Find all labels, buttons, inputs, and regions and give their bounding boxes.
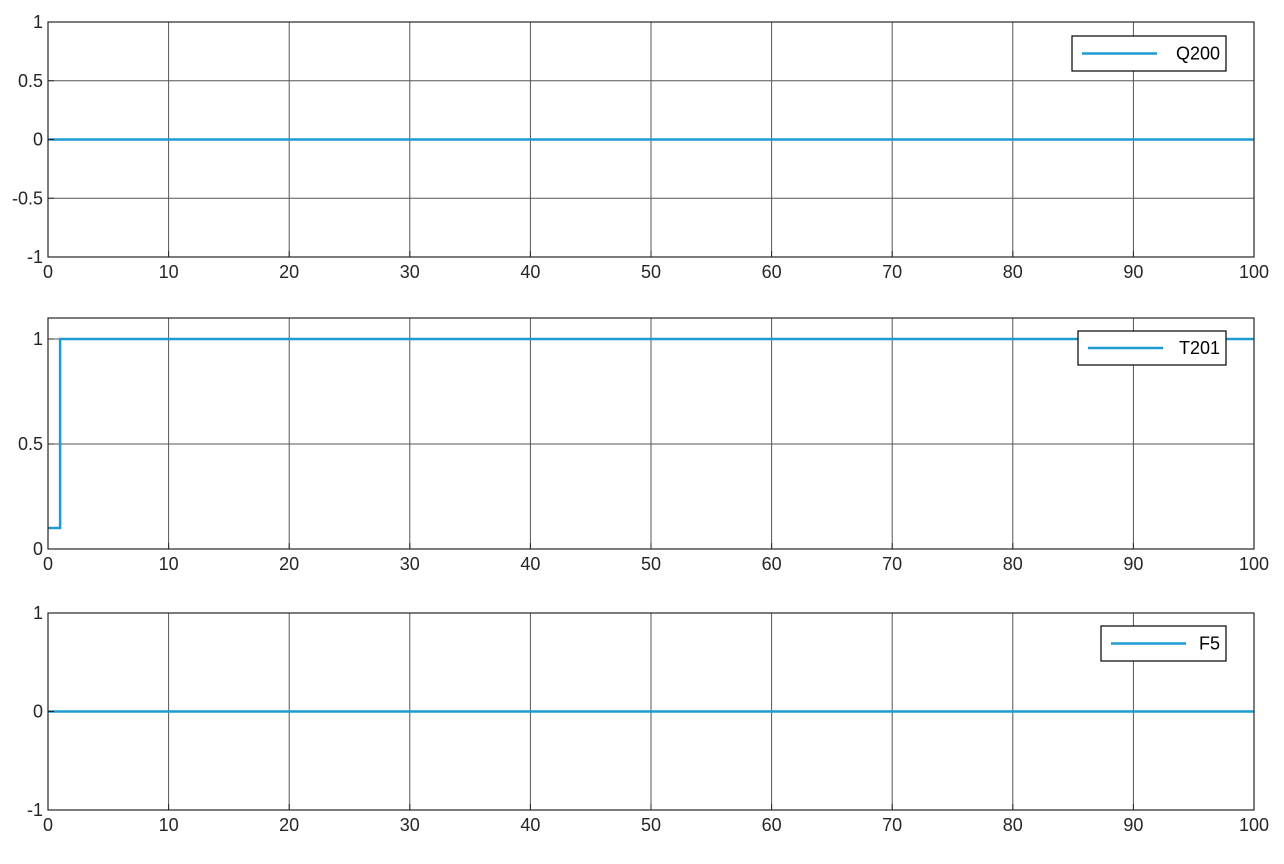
x-tick-label: 80: [1003, 815, 1023, 835]
series-line-T201: [48, 337, 1254, 530]
y-tick-label: -1: [27, 247, 43, 267]
x-tick-label: 80: [1003, 262, 1023, 282]
subplot-2: 0 10 20 30 40 50 60 70 80 90 100 1 0.5 0 T201: [18, 317, 1269, 574]
y-tick-label: -1: [27, 800, 43, 820]
x-tick-label: 50: [641, 262, 661, 282]
x-tick-label: 20: [279, 554, 299, 574]
y-tick-label: -0.5: [12, 188, 43, 208]
x-tick-label: 10: [159, 554, 179, 574]
x-tick-label: 20: [279, 815, 299, 835]
legend-label: T201: [1179, 338, 1220, 358]
y-tick-label: 0: [33, 539, 43, 559]
y-tick-label: 0.5: [18, 71, 43, 91]
x-tick-label: 30: [400, 262, 420, 282]
y-tick-label: 0.5: [18, 434, 43, 454]
legend-label: Q200: [1176, 44, 1220, 64]
x-tick-label: 50: [641, 554, 661, 574]
x-tick-label: 0: [43, 262, 53, 282]
x-tick-label: 30: [400, 554, 420, 574]
subplot-1: 0 10 20 30 40 50 60 70 80 90 100 1 0.5 0 -0.5 -1 Q200: [12, 12, 1269, 282]
x-tick-label: 0: [43, 554, 53, 574]
legend: Q200: [1071, 35, 1227, 72]
x-tick-label: 0: [43, 815, 53, 835]
x-tick-label: 40: [520, 554, 540, 574]
y-tick-label: 0: [33, 130, 43, 150]
x-tick-label: 60: [762, 815, 782, 835]
y-tick-label: 0: [33, 702, 43, 722]
x-tick-label: 90: [1123, 554, 1143, 574]
x-tick-label: 70: [882, 262, 902, 282]
y-tick-label: 1: [33, 603, 43, 623]
x-tick-label: 60: [762, 262, 782, 282]
x-tick-label: 50: [641, 815, 661, 835]
x-tick-label: 20: [279, 262, 299, 282]
x-tick-label: 70: [882, 815, 902, 835]
x-tick-label: 40: [520, 262, 540, 282]
x-tick-label: 30: [400, 815, 420, 835]
x-tick-label: 100: [1239, 554, 1269, 574]
x-tick-label: 90: [1123, 815, 1143, 835]
legend: T201: [1077, 330, 1227, 366]
x-tick-label: 40: [520, 815, 540, 835]
x-tick-label: 100: [1239, 815, 1269, 835]
x-tick-label: 100: [1239, 262, 1269, 282]
x-tick-label: 10: [159, 815, 179, 835]
y-tick-label: 1: [33, 329, 43, 349]
legend-label: F5: [1199, 634, 1220, 654]
x-tick-label: 80: [1003, 554, 1023, 574]
x-tick-label: 60: [762, 554, 782, 574]
legend: F5: [1100, 625, 1227, 662]
y-tick-label: 1: [33, 12, 43, 32]
x-tick-label: 90: [1123, 262, 1143, 282]
x-tick-label: 70: [882, 554, 902, 574]
x-tick-label: 10: [159, 262, 179, 282]
